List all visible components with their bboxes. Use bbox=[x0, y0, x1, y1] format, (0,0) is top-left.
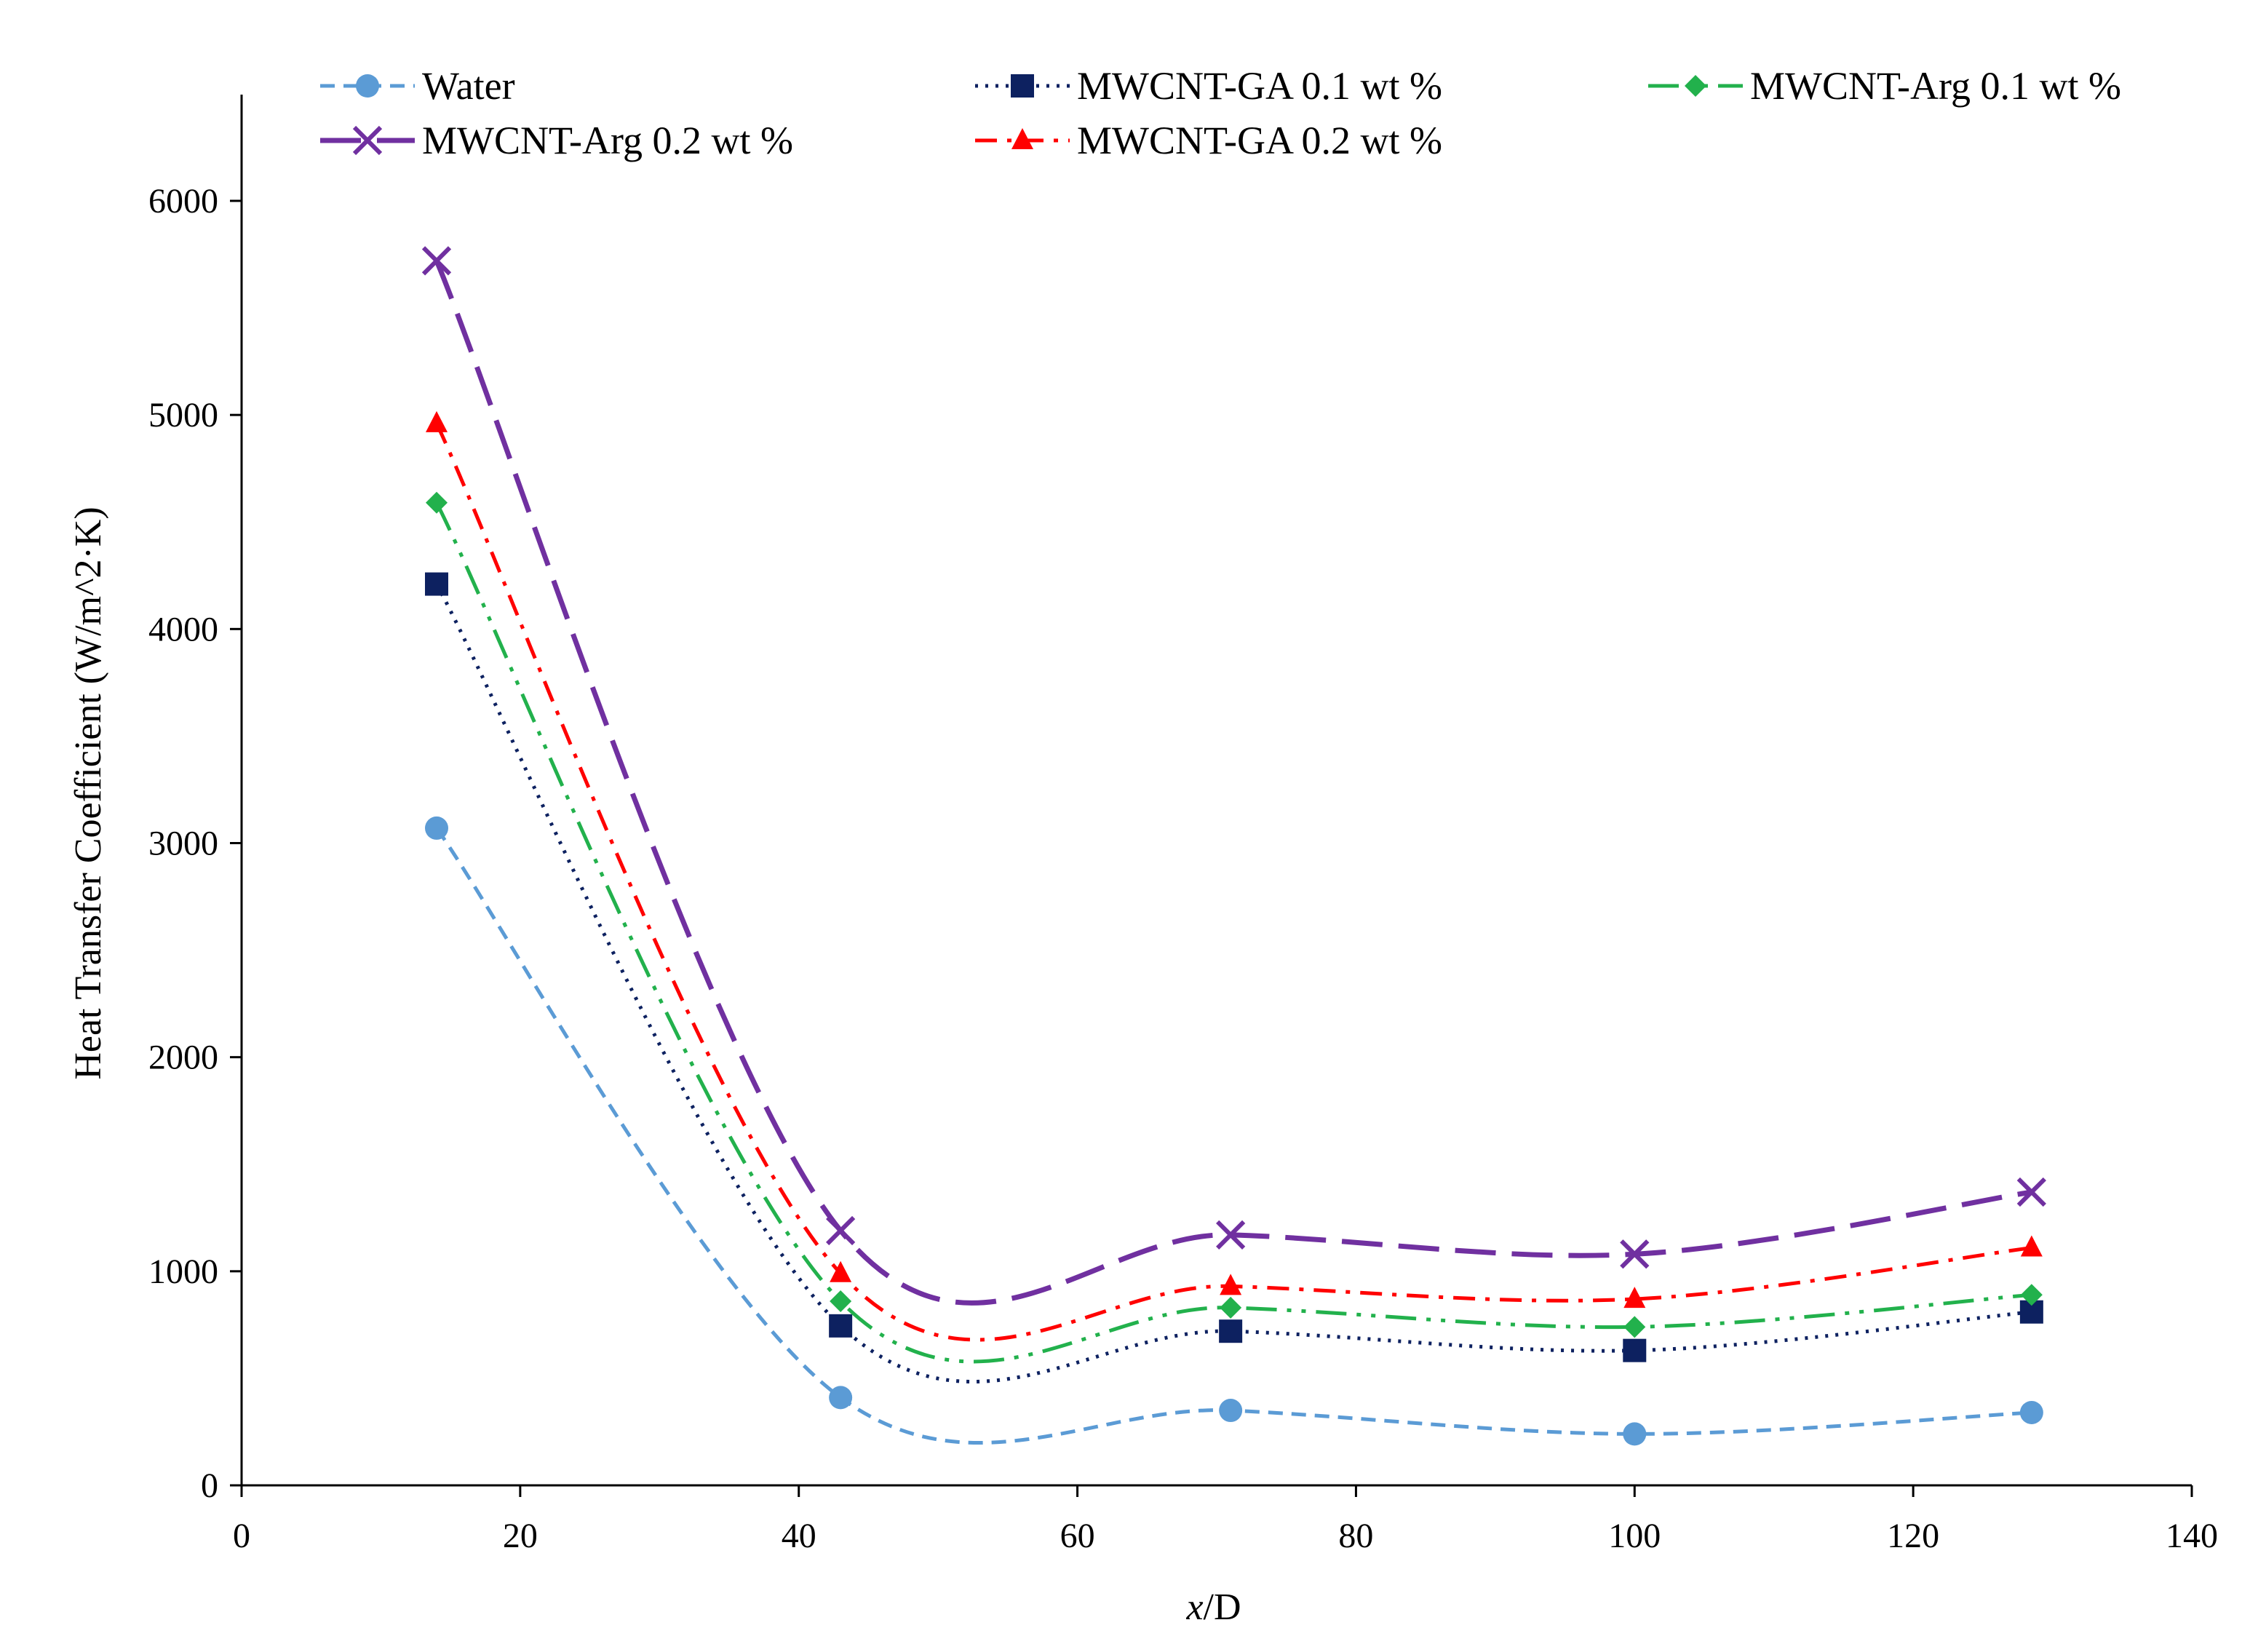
legend-marker bbox=[1011, 128, 1033, 149]
x-tick-label: 40 bbox=[782, 1517, 816, 1555]
legend-item: MWCNT-GA 0.1 wt % bbox=[975, 64, 1442, 108]
x-tick-label: 0 bbox=[233, 1517, 250, 1555]
data-point bbox=[1623, 1338, 1647, 1362]
y-axis-title: Heat Transfer Coefficient (W/m^2·K) bbox=[68, 507, 109, 1079]
series-mwcnt-ga-0-1-wt- bbox=[425, 572, 2043, 1384]
x-marker-stroke bbox=[2016, 1177, 2046, 1207]
data-point bbox=[830, 1290, 852, 1313]
data-point bbox=[1623, 1287, 1646, 1309]
data-point bbox=[426, 491, 448, 514]
y-tick-label: 0 bbox=[201, 1466, 218, 1505]
data-point bbox=[1219, 1319, 1243, 1343]
series-water bbox=[425, 816, 2043, 1446]
data-point bbox=[830, 1260, 852, 1282]
x-tick-label: 80 bbox=[1338, 1517, 1373, 1555]
data-point bbox=[425, 816, 448, 840]
y-tick-label: 5000 bbox=[148, 396, 218, 434]
x-marker-stroke bbox=[1216, 1220, 1246, 1250]
y-tick-label: 3000 bbox=[148, 825, 218, 863]
data-point bbox=[1623, 1316, 1646, 1338]
legend-label: MWCNT-Arg 0.2 wt % bbox=[422, 119, 793, 162]
series-mwcnt-arg-0-1-wt- bbox=[426, 491, 2043, 1364]
y-tick-label: 6000 bbox=[148, 182, 218, 221]
x-axis-title-italic: x bbox=[1185, 1587, 1203, 1628]
x-marker-stroke bbox=[1620, 1239, 1650, 1269]
x-tick-label: 20 bbox=[503, 1517, 538, 1555]
series-line bbox=[434, 583, 2032, 1384]
x-marker-stroke bbox=[826, 1215, 856, 1246]
data-point bbox=[1623, 1422, 1647, 1446]
data-point bbox=[426, 410, 448, 432]
data-point bbox=[829, 1314, 853, 1338]
legend-marker bbox=[1685, 75, 1706, 97]
legend-marker bbox=[356, 74, 379, 98]
x-tick-label: 120 bbox=[1887, 1517, 1939, 1555]
x-tick-label: 60 bbox=[1060, 1517, 1095, 1555]
data-point bbox=[2020, 1284, 2043, 1306]
data-point bbox=[829, 1386, 853, 1410]
data-point bbox=[2016, 1177, 2046, 1207]
series-mwcnt-ga-0-2-wt- bbox=[426, 410, 2043, 1342]
data-point bbox=[1220, 1274, 1242, 1295]
series-line bbox=[434, 501, 2032, 1364]
legend-marker bbox=[1011, 74, 1034, 98]
data-point bbox=[2019, 1400, 2043, 1424]
series-line bbox=[434, 260, 2032, 1306]
data-point bbox=[1620, 1239, 1650, 1269]
legend-item: MWCNT-Arg 0.2 wt % bbox=[320, 119, 793, 162]
legend-item: Water bbox=[320, 64, 515, 108]
data-point bbox=[1216, 1220, 1246, 1250]
x-axis: 0 20 40 60 80 100 120 140 bbox=[233, 1484, 2218, 1555]
legend-label: Water bbox=[422, 64, 515, 108]
legend-item: MWCNT-Arg 0.1 wt % bbox=[1648, 64, 2121, 108]
y-tick-label: 2000 bbox=[148, 1039, 218, 1077]
series-line bbox=[434, 827, 2032, 1445]
x-axis-title: x/D bbox=[1185, 1587, 1241, 1628]
x-marker-stroke bbox=[352, 125, 383, 156]
y-axis: 0 1000 2000 3000 4000 5000 6000 bbox=[148, 95, 243, 1505]
series-lines bbox=[421, 246, 2046, 1446]
data-point bbox=[421, 246, 452, 276]
x-tick-label: 140 bbox=[2166, 1517, 2218, 1555]
series-mwcnt-arg-0-2-wt- bbox=[421, 246, 2046, 1306]
y-tick-label: 4000 bbox=[148, 610, 218, 648]
data-point bbox=[826, 1215, 856, 1246]
data-point bbox=[2020, 1235, 2043, 1257]
x-axis-title-rest: /D bbox=[1204, 1587, 1241, 1628]
data-point bbox=[1220, 1296, 1242, 1319]
legend-label: MWCNT-GA 0.2 wt % bbox=[1077, 119, 1442, 162]
series-line bbox=[434, 422, 2032, 1342]
legend-item: MWCNT-GA 0.2 wt % bbox=[975, 119, 1442, 162]
y-tick-label: 1000 bbox=[148, 1252, 218, 1291]
data-point bbox=[425, 572, 448, 596]
legend-label: MWCNT-GA 0.1 wt % bbox=[1077, 64, 1442, 108]
legend-marker bbox=[352, 125, 383, 156]
legend-label: MWCNT-Arg 0.1 wt % bbox=[1750, 64, 2121, 108]
data-point bbox=[1219, 1399, 1243, 1423]
x-tick-label: 100 bbox=[1608, 1517, 1661, 1555]
legend: Water MWCNT-GA 0.1 wt % MWCNT-Arg 0.1 wt %… bbox=[320, 64, 2121, 162]
x-marker-stroke bbox=[421, 246, 452, 276]
